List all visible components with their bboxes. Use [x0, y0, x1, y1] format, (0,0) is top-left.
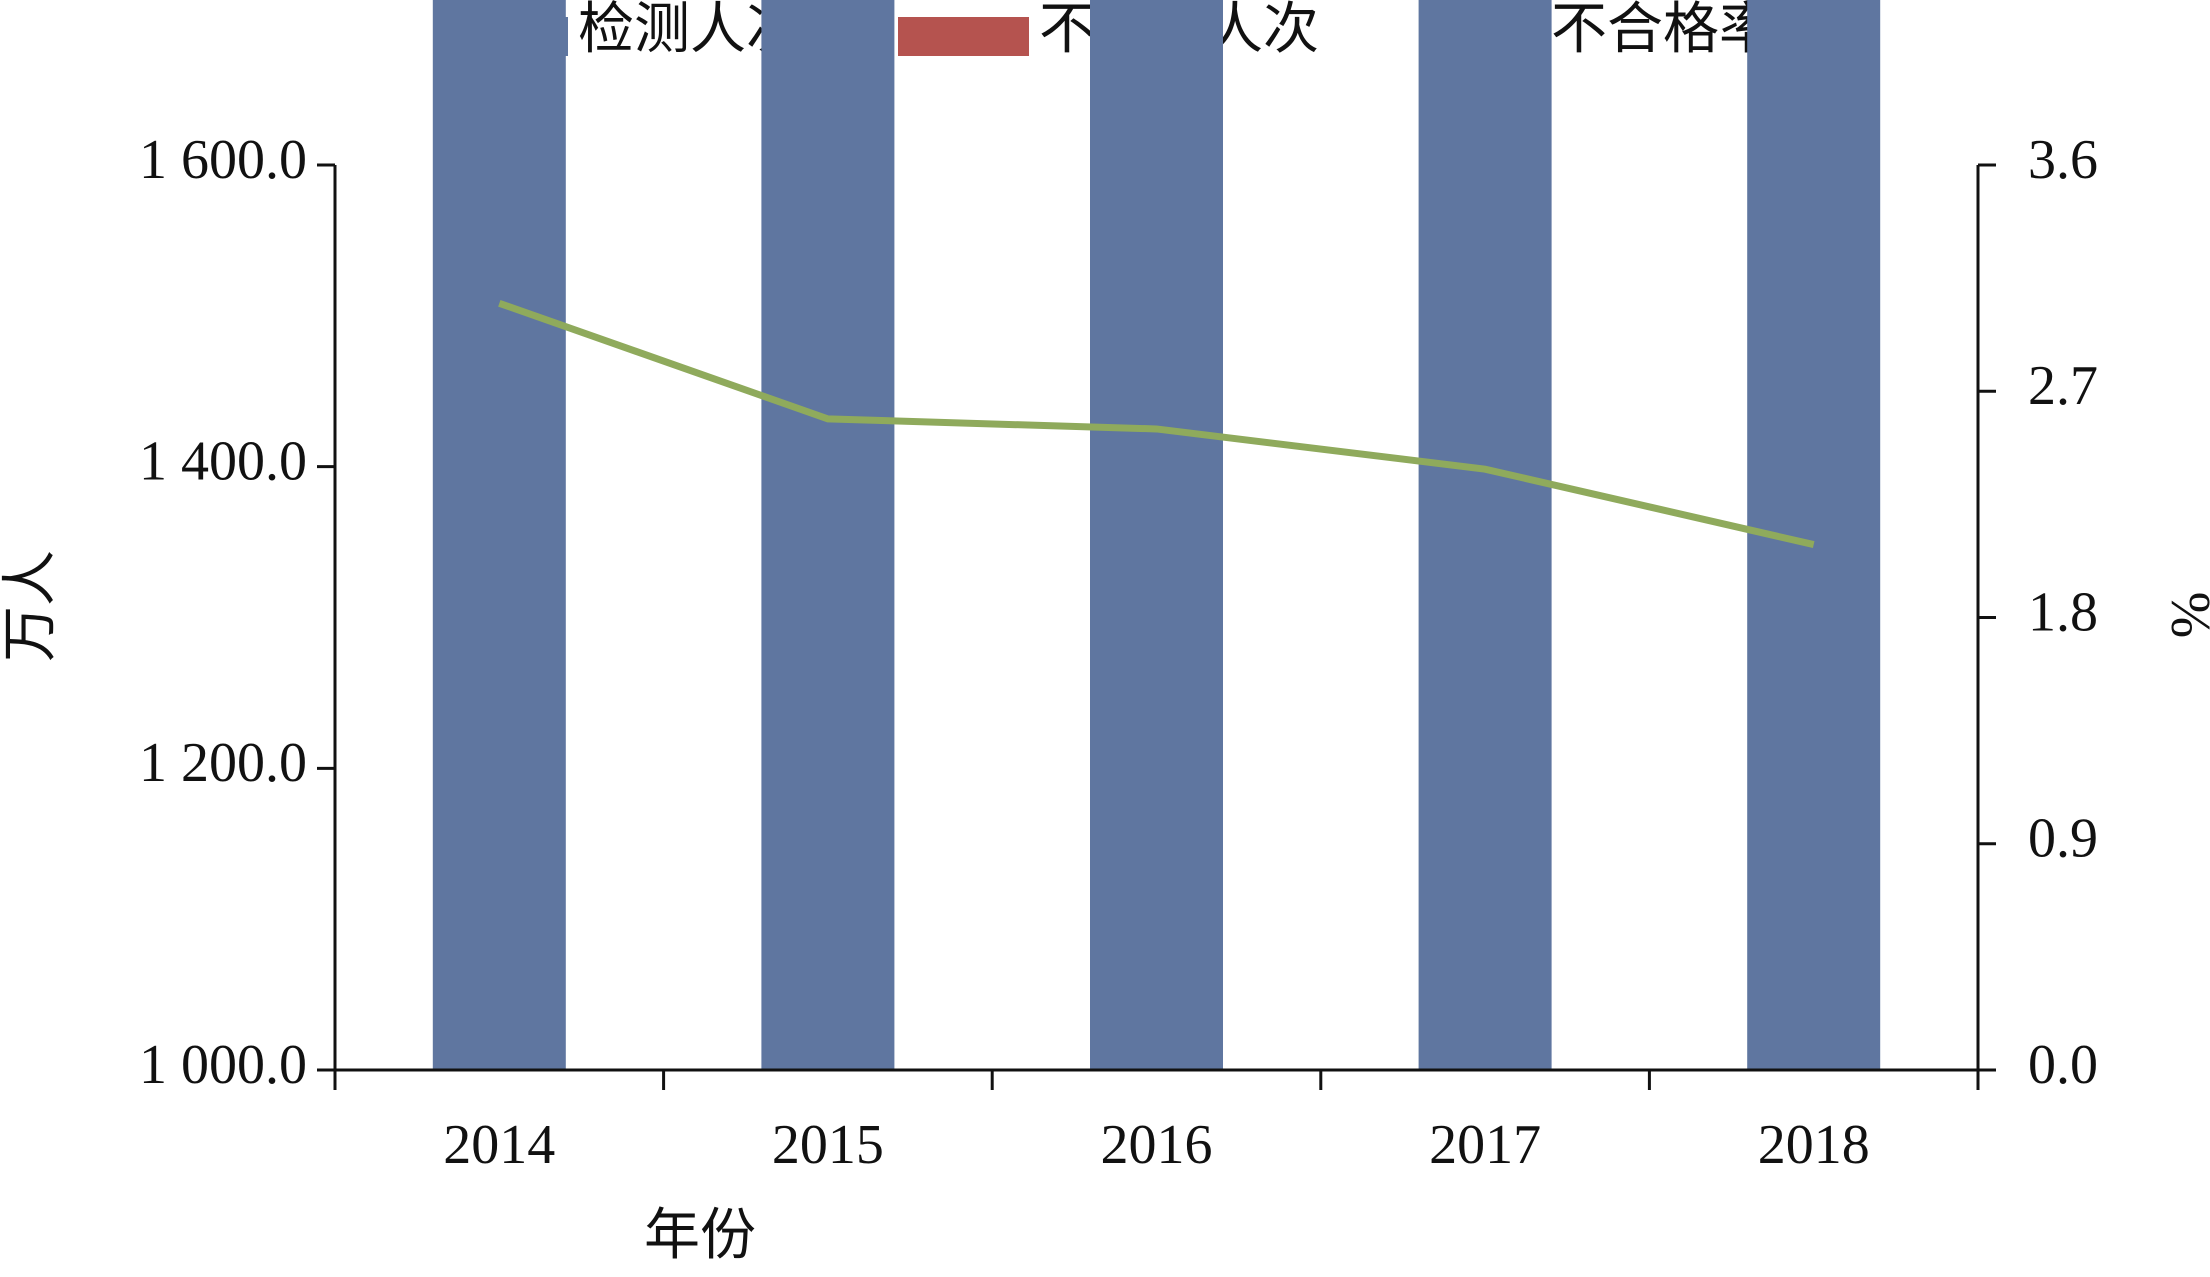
- bar-segment: [761, 0, 895, 1071]
- line-series: [498, 299, 1815, 549]
- bar-segment: [1090, 0, 1223, 1070]
- y2-tick-label: 3.6: [2028, 129, 2098, 191]
- y2-tick-label: 0.9: [2028, 808, 2098, 870]
- x-tick-label: 2018: [1758, 1114, 1870, 1176]
- bar-segment: [432, 0, 566, 1070]
- x-tick-label: 2014: [443, 1114, 555, 1176]
- y-tick-label: 1 200.0: [139, 732, 307, 794]
- legend-label: 不合格率: [1551, 0, 1775, 61]
- y2-axis-label: %: [2159, 592, 2210, 639]
- y-tick-label: 1 400.0: [139, 431, 307, 493]
- x-tick-label: 2016: [1101, 1114, 1213, 1176]
- x-tick-label: 2015: [772, 1114, 884, 1176]
- x-tick-label: 2017: [1429, 1114, 1541, 1176]
- y2-tick-label: 0.0: [2028, 1034, 2098, 1096]
- bar-segment: [1418, 0, 1552, 1070]
- y2-tick-label: 1.8: [2028, 581, 2098, 643]
- legend-swatch: [898, 17, 1029, 56]
- y-axis-label: 万人: [0, 550, 62, 662]
- x-axis-label: 年份: [644, 1205, 756, 1267]
- y2-tick-label: 2.7: [2028, 355, 2098, 417]
- y-tick-label: 1 000.0: [139, 1034, 307, 1096]
- y-tick-label: 1 600.0: [139, 129, 307, 191]
